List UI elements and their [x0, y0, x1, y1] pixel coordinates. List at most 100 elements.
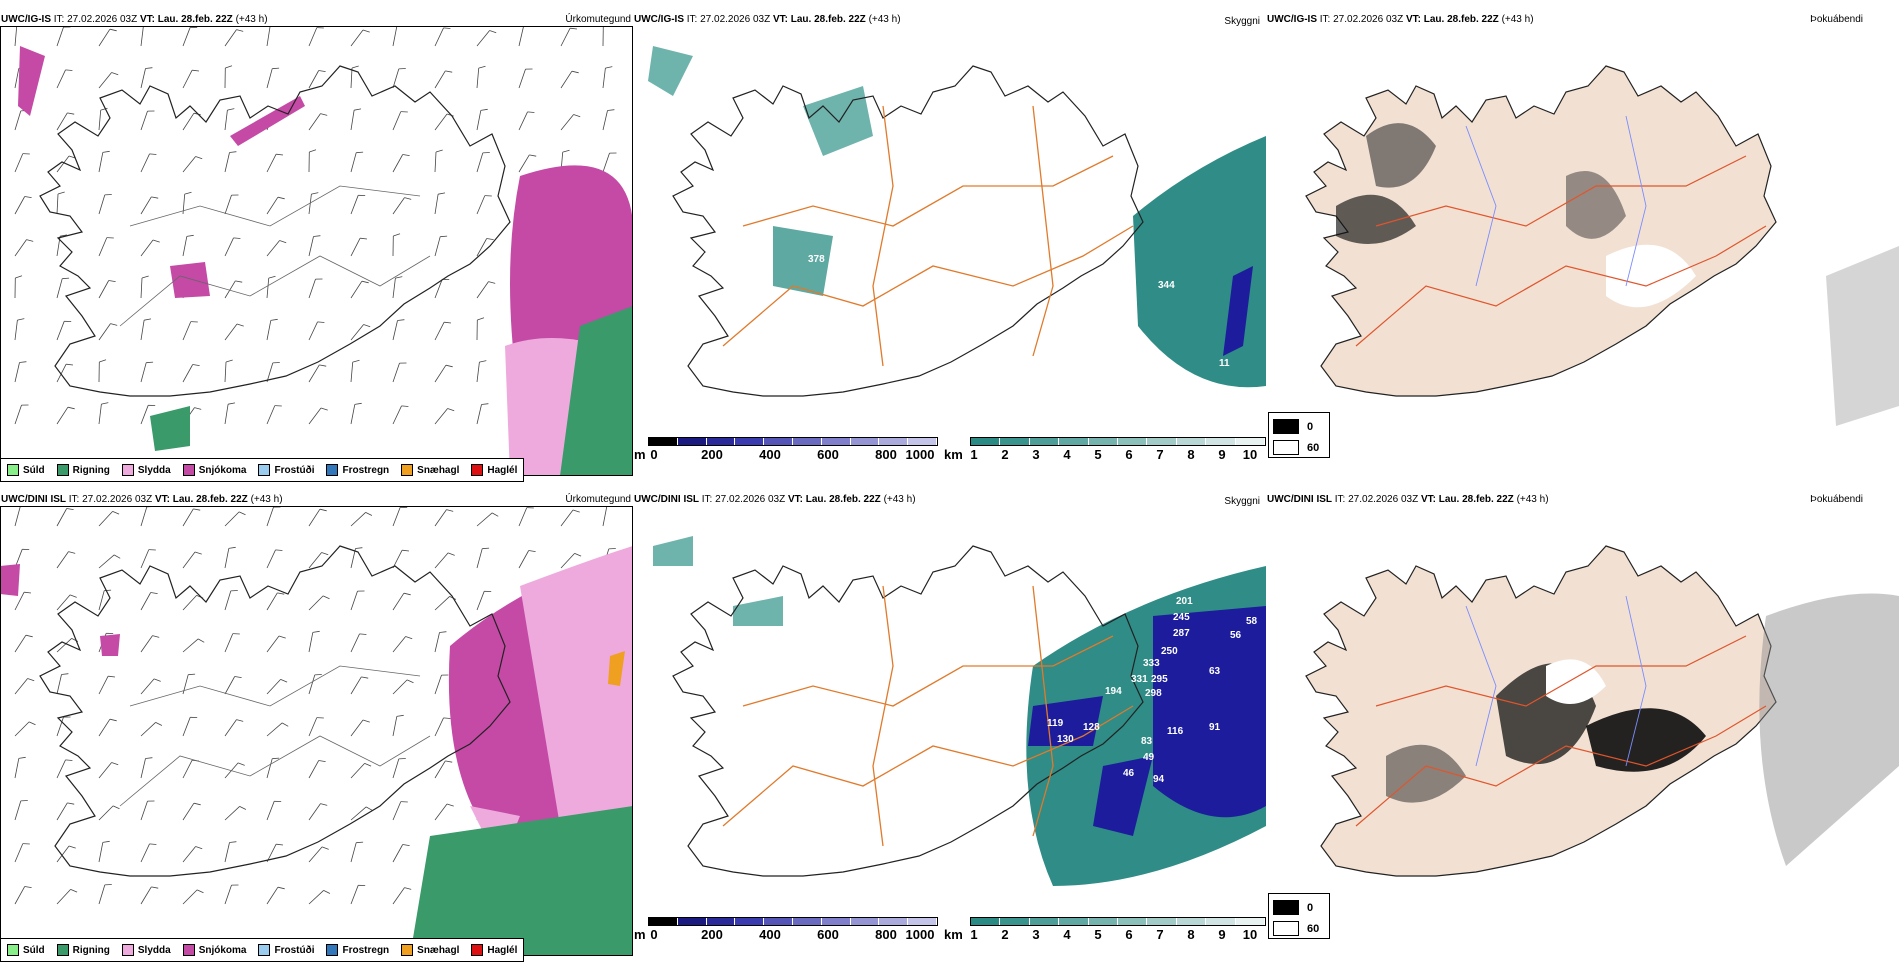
wind-barb-flag — [26, 635, 33, 637]
wind-barb-flag — [324, 890, 330, 893]
wind-barb-flag — [444, 718, 451, 719]
wind-barb — [267, 801, 274, 820]
fog-legend-item: 60 — [1273, 440, 1325, 455]
coastline — [40, 546, 510, 876]
wind-barb-flag — [235, 677, 242, 678]
wind-barb — [393, 759, 399, 778]
map-visibility: 378 02 344 11 5 — [633, 26, 1266, 446]
wind-barb-flag — [322, 553, 329, 555]
wind-barb — [309, 194, 311, 214]
roads — [1033, 106, 1053, 356]
wind-barb-flag — [112, 73, 119, 75]
wind-barb — [351, 325, 364, 341]
low-visibility-area — [1133, 136, 1266, 387]
wind-barb — [351, 281, 362, 298]
wind-barb — [393, 406, 402, 424]
wind-barb — [225, 720, 237, 736]
wind-barb — [183, 890, 197, 904]
wind-barb-flag — [229, 547, 236, 548]
field-label: Þokuábendi — [1810, 494, 1863, 505]
panel-title: UWC/IG-IS IT: 27.02.2026 03Z VT: Lau. 28… — [1, 14, 268, 25]
legend-swatch — [258, 464, 270, 476]
wind-barb — [435, 194, 438, 214]
wind-barb-flag — [447, 510, 454, 512]
wind-barb — [183, 27, 190, 46]
wind-barb-flag — [436, 150, 443, 152]
wind-barb-flag — [151, 197, 158, 198]
wind-barb-flag — [447, 804, 454, 806]
wind-barb-flag — [361, 677, 368, 678]
wind-barb — [99, 676, 108, 694]
legend-swatch — [401, 464, 413, 476]
wind-barb — [99, 195, 105, 214]
wind-barb — [519, 112, 528, 130]
fog-legend-item: 0 — [1273, 900, 1325, 915]
wind-barb — [351, 68, 352, 88]
wind-barb — [309, 890, 324, 904]
ceiling-unit: m — [634, 927, 646, 942]
wind-barb — [435, 510, 447, 526]
wind-barb-flag — [487, 239, 494, 240]
wind-barb — [393, 507, 400, 526]
wind-barb — [99, 281, 109, 299]
panel-precip-type-top: UWC/IG-IS IT: 27.02.2026 03Z VT: Lau. 28… — [0, 10, 633, 480]
wind-barb-flag — [198, 639, 204, 642]
wind-barb — [225, 30, 237, 46]
wind-barb-flag — [153, 240, 160, 242]
wind-barb — [393, 155, 403, 173]
wind-barb — [519, 155, 529, 172]
wind-barb — [99, 806, 113, 820]
wind-barb — [435, 322, 444, 340]
wind-barb-flag — [237, 30, 244, 32]
legend-item-snaehagl: Snæhagl — [401, 944, 459, 956]
wind-barb — [15, 758, 19, 778]
wind-barb-flag — [574, 115, 581, 117]
wind-barb-flag — [146, 362, 153, 363]
wind-barb-flag — [281, 679, 288, 682]
wind-barb — [99, 404, 101, 424]
wind-barb — [15, 68, 19, 88]
wind-barb — [435, 596, 450, 610]
wind-barb — [225, 512, 239, 526]
wind-barb — [15, 507, 20, 526]
legend-item-slydda: Slydda — [122, 464, 171, 476]
ceiling-colorbar-bottom: m 0 200 400 600 800 1000 — [640, 917, 938, 943]
wind-barb-flag — [197, 890, 203, 893]
wind-barb — [57, 194, 58, 214]
wind-barb-flag — [529, 551, 536, 552]
wind-barb-flag — [144, 319, 151, 320]
wind-barb — [351, 843, 356, 862]
wind-barb-flag — [280, 241, 287, 243]
wind-barb-flag — [101, 403, 108, 405]
wind-barb — [351, 677, 361, 694]
wind-barb — [225, 885, 232, 904]
legend-swatch — [183, 944, 195, 956]
wind-barb — [351, 591, 358, 610]
wind-barb — [393, 321, 398, 341]
wind-barb-flag — [230, 152, 237, 153]
wind-barb — [141, 759, 146, 779]
wind-barb — [225, 634, 233, 652]
ceiling-label: 46 — [1123, 768, 1135, 779]
wind-barb-flag — [481, 109, 488, 110]
wind-barb-flag — [71, 889, 78, 892]
wind-barb — [309, 596, 323, 610]
wind-barb-flag — [153, 636, 160, 638]
snow-area — [100, 634, 120, 656]
roads — [130, 666, 420, 706]
wind-barb-flag — [108, 676, 115, 677]
wind-barb — [309, 237, 314, 257]
fog-area — [1759, 594, 1899, 867]
wind-barb — [603, 506, 607, 526]
legend-item-haglel: Haglél — [471, 944, 517, 956]
fog-legend-item: 60 — [1273, 921, 1325, 936]
wind-barb — [393, 550, 402, 568]
wind-barb — [351, 238, 360, 256]
wind-barb — [225, 806, 240, 820]
wind-barb-flag — [67, 509, 74, 510]
wind-barb — [99, 152, 103, 172]
wind-barb — [57, 70, 66, 88]
panel-visibility-top: UWC/IG-IS IT: 27.02.2026 03Z VT: Lau. 28… — [633, 10, 1266, 480]
wind-barb-flag — [195, 552, 202, 554]
wind-barb — [267, 723, 282, 736]
